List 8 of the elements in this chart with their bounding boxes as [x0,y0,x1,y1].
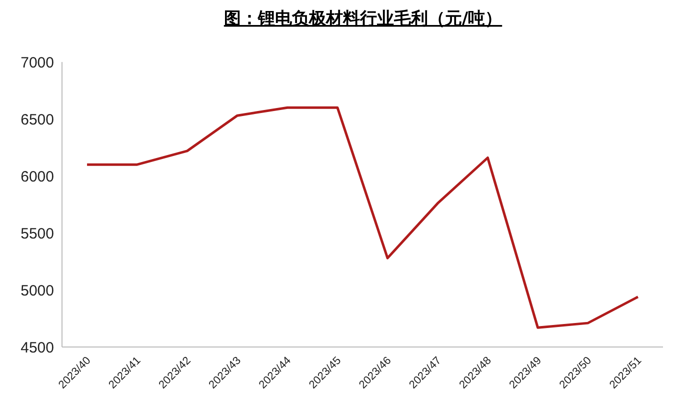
y-tick-label: 5000 [20,282,54,300]
y-tick-label: 6000 [20,168,54,186]
y-tick-label: 5500 [20,225,54,242]
y-tick-label: 7000 [20,54,54,72]
y-tick-label: 6500 [20,111,54,128]
y-tick-label: 4500 [20,339,54,356]
line-series [86,106,640,329]
chart-title: 图：锂电负极材料行业毛利（元/吨） [224,9,502,29]
